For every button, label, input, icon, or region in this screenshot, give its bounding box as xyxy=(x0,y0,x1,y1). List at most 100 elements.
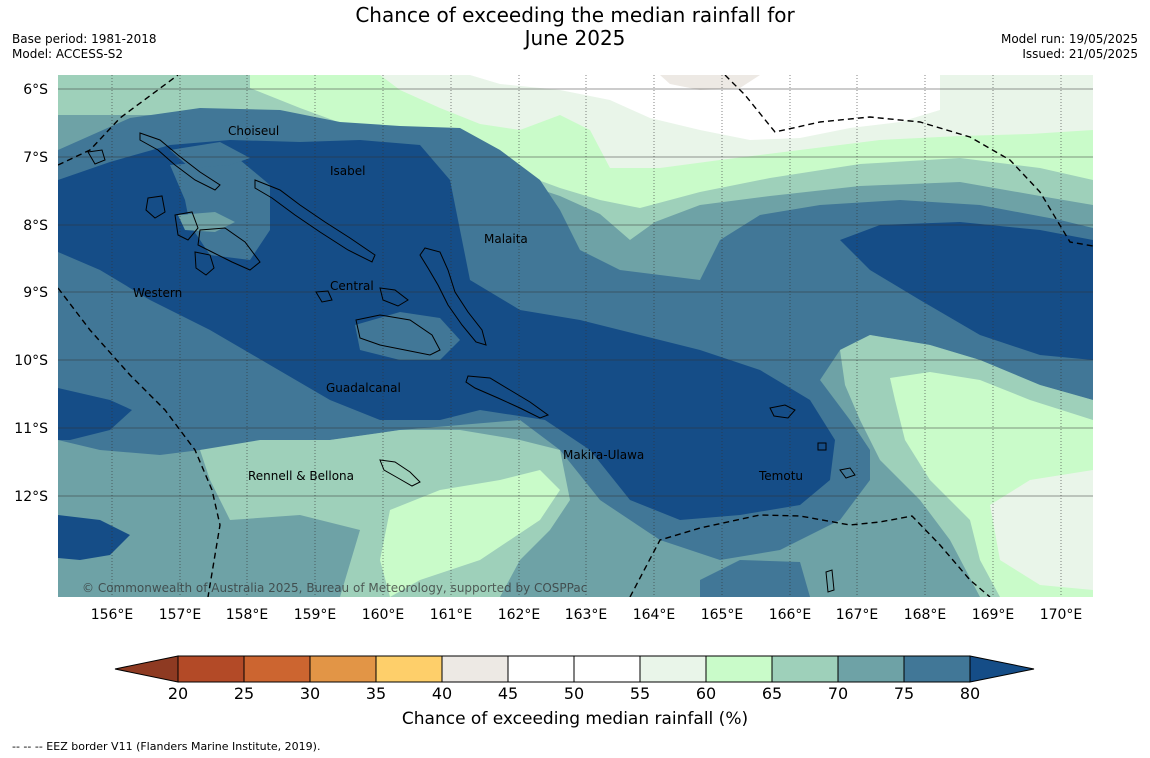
lat-tick: 6°S xyxy=(23,82,48,98)
lon-tick: 165°E xyxy=(701,607,744,623)
lon-tick: 168°E xyxy=(904,607,947,623)
lon-tick: 169°E xyxy=(972,607,1015,623)
colorbar-tick: 80 xyxy=(960,684,980,703)
lon-tick: 156°E xyxy=(91,607,134,623)
colorbar-bin-55-60 xyxy=(639,655,707,683)
eez-border xyxy=(58,75,1093,597)
title-line-2: June 2025 xyxy=(524,26,626,50)
island-savo xyxy=(315,290,333,303)
region-labels: Choiseul Isabel Malaita Central Western … xyxy=(133,124,803,483)
lon-tick: 161°E xyxy=(430,607,473,623)
colorbar-tick: 30 xyxy=(300,684,320,703)
island-isabel xyxy=(254,179,376,263)
lat-tick: 7°S xyxy=(23,150,48,166)
colorbar-tick: 50 xyxy=(564,684,584,703)
island-malaita xyxy=(419,247,487,346)
band-45-55-north xyxy=(470,75,940,140)
colorbar-tick: 45 xyxy=(498,684,518,703)
colorbar-bin-70-75 xyxy=(837,655,905,683)
band-75-80-south-bulge xyxy=(700,560,810,597)
island-rennell xyxy=(379,459,421,487)
island-small-north xyxy=(87,149,106,165)
lat-tick: 12°S xyxy=(14,489,48,505)
issued-date: Issued: 21/05/2025 xyxy=(1022,47,1138,61)
lon-tick: 170°E xyxy=(1040,607,1083,623)
island-vella xyxy=(145,195,166,219)
title-line-1: Chance of exceeding the median rainfall … xyxy=(355,3,795,27)
region-label-temotu: Temotu xyxy=(758,469,803,483)
island-utupua xyxy=(817,442,827,451)
island-central-ngella xyxy=(379,287,409,307)
lon-tick: 160°E xyxy=(362,607,405,623)
lon-tick-labels: 156°E 157°E 158°E 159°E 160°E 161°E 162°… xyxy=(91,607,1083,623)
colorbar-bin-65-70 xyxy=(771,655,839,683)
colorbar-bin-50-55 xyxy=(573,655,641,683)
colorbar-bin-75-80 xyxy=(903,655,971,683)
grid-lines xyxy=(111,75,1062,597)
lon-tick: 167°E xyxy=(836,607,879,623)
grid-lines-horizontal xyxy=(58,88,1093,497)
band-60-65-south xyxy=(380,470,560,597)
colorbar-label: Chance of exceeding median rainfall (%) xyxy=(401,709,749,729)
lat-tick: 9°S xyxy=(23,285,48,301)
band-80-plus-westpoint xyxy=(58,388,132,440)
region-label-makira-ulawa: Makira-Ulawa xyxy=(563,448,644,462)
island-west-cluster xyxy=(197,227,261,271)
island-makira xyxy=(465,375,550,419)
region-label-rennell-bellona: Rennell & Bellona xyxy=(248,469,354,483)
colorbar-extend-low xyxy=(114,655,179,683)
model-run: Model run: 19/05/2025 xyxy=(1000,32,1138,46)
colorbar-bin-25-30 xyxy=(243,655,311,683)
colorbar-tick-labels: 20 25 30 35 40 45 50 55 60 65 70 75 80 xyxy=(168,684,980,703)
island-outlines xyxy=(87,132,856,593)
band-75-80-guadalcanal-pocket xyxy=(355,312,460,360)
region-label-malaita: Malaita xyxy=(484,232,528,246)
island-santa-cruz xyxy=(769,404,796,419)
rainfall-probability-field xyxy=(58,75,1093,597)
colorbar-tick: 35 xyxy=(366,684,386,703)
lon-tick: 163°E xyxy=(565,607,608,623)
colorbar xyxy=(114,655,1035,683)
colorbar-bin-30-35 xyxy=(309,655,377,683)
lat-tick-labels: 6°S 7°S 8°S 9°S 10°S 11°S 12°S xyxy=(14,82,48,505)
band-65-70-nw xyxy=(58,75,180,110)
lon-tick: 159°E xyxy=(294,607,337,623)
band-55-60-east xyxy=(990,470,1093,590)
colorbar-bin-35-40 xyxy=(375,655,443,683)
colorbar-tick: 25 xyxy=(234,684,254,703)
lat-tick: 11°S xyxy=(14,421,48,437)
lon-tick: 162°E xyxy=(498,607,541,623)
colorbar-tick: 70 xyxy=(828,684,848,703)
band-75-80-isabel-pocket xyxy=(170,142,250,168)
region-label-isabel: Isabel xyxy=(330,164,365,178)
eez-legend-note: -- -- -- EEZ border V11 (Flanders Marine… xyxy=(12,740,321,753)
base-period: Base period: 1981-2018 xyxy=(12,32,157,46)
colorbar-tick: 60 xyxy=(696,684,716,703)
lat-tick: 8°S xyxy=(23,218,48,234)
colorbar-bin-60-65 xyxy=(705,655,773,683)
colorbar-bin-40-45 xyxy=(441,655,509,683)
colorbar-extend-high xyxy=(969,655,1035,683)
island-rendova xyxy=(194,251,215,276)
map-title: Chance of exceeding the median rainfall … xyxy=(0,4,1150,50)
band-80-plus-southwest xyxy=(58,515,130,560)
colorbar-tick: 55 xyxy=(630,684,650,703)
map-figure: Choiseul Isabel Malaita Central Western … xyxy=(14,75,1093,703)
island-choiseul xyxy=(139,132,221,191)
band-70-75-small xyxy=(178,212,235,232)
region-label-western: Western xyxy=(133,286,182,300)
island-vanikoro xyxy=(839,467,856,479)
lon-tick: 157°E xyxy=(159,607,202,623)
colorbar-bin-20-25 xyxy=(177,655,245,683)
lon-tick: 166°E xyxy=(769,607,812,623)
colorbar-tick: 40 xyxy=(432,684,452,703)
copyright-note: © Commonwealth of Australia 2025, Bureau… xyxy=(82,581,587,595)
meta-right: Model run: 19/05/2025 Issued: 21/05/2025 xyxy=(1001,32,1138,62)
colorbar-bin-45-50 xyxy=(507,655,575,683)
lon-tick: 164°E xyxy=(633,607,676,623)
band-40-45-north xyxy=(660,75,760,90)
model-name: Model: ACCESS-S2 xyxy=(12,47,124,61)
band-75-80-western-pocket xyxy=(170,160,270,260)
colorbar-tick: 75 xyxy=(894,684,914,703)
meta-left: Base period: 1981-2018 Model: ACCESS-S2 xyxy=(12,32,157,62)
